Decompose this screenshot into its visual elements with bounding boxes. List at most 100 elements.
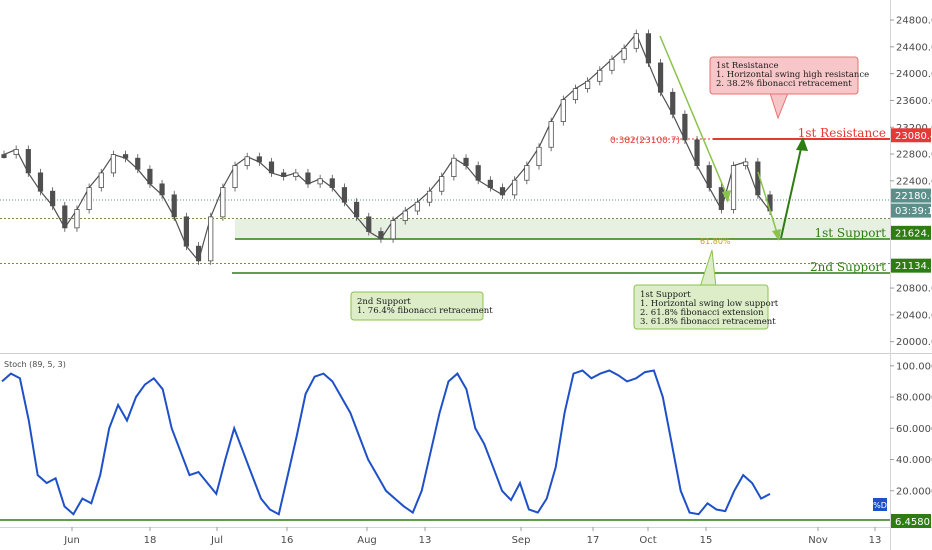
time-tick-label: 17 [587,535,600,546]
candle-body [475,165,481,181]
price-candles [1,29,773,265]
price-tick-label: 20000.0 [896,337,932,348]
candle-body [657,62,664,93]
time-tick-label: 16 [281,535,294,546]
support2-note-line-2: 1. 76.4% fibonacci retracement [357,306,493,316]
rebound-arrowhead [796,137,808,151]
price-tag-label: 22180.0 [895,191,932,202]
support1-note-line-2: 1. Horizontal swing low support [640,299,779,309]
support1-note-line-1: 1st Support [640,290,691,300]
stoch-axis-ticks: 100.0000 80.0000 60.0000 40.0000 20.0000 [890,361,932,497]
candle-body [645,33,652,64]
support-1-annotation: 1st Support 1. Horizontal swing low supp… [633,249,779,330]
price-tags: 23080.4 22180.0 03:39:16 21624.1 21134.3 [891,128,932,273]
time-tick-label: 13 [419,535,432,546]
stoch-current-text: 6.4580 [895,517,930,528]
price-tag-label: 21624.1 [895,228,932,239]
price-tick-label: 24400.0 [896,42,932,53]
stoch-current-tag [891,514,931,528]
price-tag-label: 03:39:16 [895,206,932,217]
support-zone [235,219,890,239]
candle-body [256,156,262,163]
price-tick-label: 23200.0 [896,123,932,134]
stoch-tick-label: 40.0000 [896,455,932,466]
candle-body [439,176,445,192]
price-tick-label: 20800.0 [896,284,932,295]
price-tag [891,128,931,143]
stoch-tick-label: 80.0000 [896,393,932,404]
candle-body [232,165,238,188]
candle-body [1,154,7,158]
candle-body [718,187,724,210]
candle-body [37,172,44,192]
candle-body [621,47,627,60]
candle-body [195,245,202,262]
candle-body [499,187,506,196]
candle-body [13,149,19,155]
resistance-annotation: 1st Resistance 1. Horizontal swing high … [709,56,869,120]
candle-body [62,205,68,229]
price-tick-label: 20400.0 [896,310,932,321]
candle-body [487,179,493,188]
swing-arrowhead-1 [722,190,731,203]
resistance-note-line-2: 1. Horizontal swing high resistance [716,70,869,80]
candle-body [159,183,165,196]
fib-618-label: 61.80% [700,237,731,246]
stoch-tick-label: 100.0000 [896,361,932,372]
candle-body [317,178,323,185]
price-tick-label: 24000.0 [896,69,932,80]
candle-body [730,165,737,210]
stoch-series [1,369,771,516]
stoch-badge [873,498,887,511]
candle-body [706,165,712,188]
candle-body [378,231,384,240]
candle-body [560,99,566,123]
stoch-tick-label: 60.0000 [896,424,932,435]
resistance-1-label: 1st Resistance [798,126,886,140]
candle-body [463,157,469,166]
swing-arrowhead-2 [772,229,781,241]
support1-note-line-4: 3. 61.8% fibonacci retracement [640,317,776,327]
candle-body [354,201,360,218]
resistance-note-line-3: 2. 38.2% fibonacci retracement [716,79,852,89]
candle-body [743,161,749,166]
candle-body [110,154,117,174]
candle-body [390,220,396,240]
time-tick-label: Oct [639,535,656,546]
candle-body [585,80,591,90]
time-tick-label: Aug [357,535,377,546]
support-1-label: 1st Support [814,226,886,240]
candle-body [597,69,603,82]
candle-body [341,187,348,203]
resistance-note-line-1: 1st Resistance [716,61,779,71]
candle-body [171,194,177,218]
swing-arrow-down-2 [757,171,779,237]
candle-body [329,178,335,188]
time-tick-label: Jul [210,535,223,546]
candle-body [414,201,420,212]
candle-body [25,149,31,174]
candle-body [609,58,615,71]
candle-body [135,157,141,170]
price-axis-ticks: 24800.0 24400.0 24000.0 23600.0 23200.0 22800… [890,16,932,348]
candle-body [366,216,372,232]
price-tag [891,203,931,218]
time-tick-label: Nov [808,535,828,546]
stoch-tick-label: 20.0000 [896,486,932,497]
candle-body [268,161,275,174]
candle-body [183,216,189,247]
candle-body [402,210,408,221]
price-tag [891,225,931,240]
candle-body [122,154,129,159]
candle-body [548,121,554,148]
candle-body [694,139,700,166]
support1-callout-box [633,284,769,330]
time-tick-label: Jun [63,535,80,546]
price-tick-label: 22400.0 [896,176,932,187]
price-tick-label: 22800.0 [896,150,932,161]
candle-body [572,88,579,101]
price-tick-label: 23600.0 [896,96,932,107]
candle-body [220,187,226,218]
fib-382-label: 0.382(23100.7) [610,136,680,146]
